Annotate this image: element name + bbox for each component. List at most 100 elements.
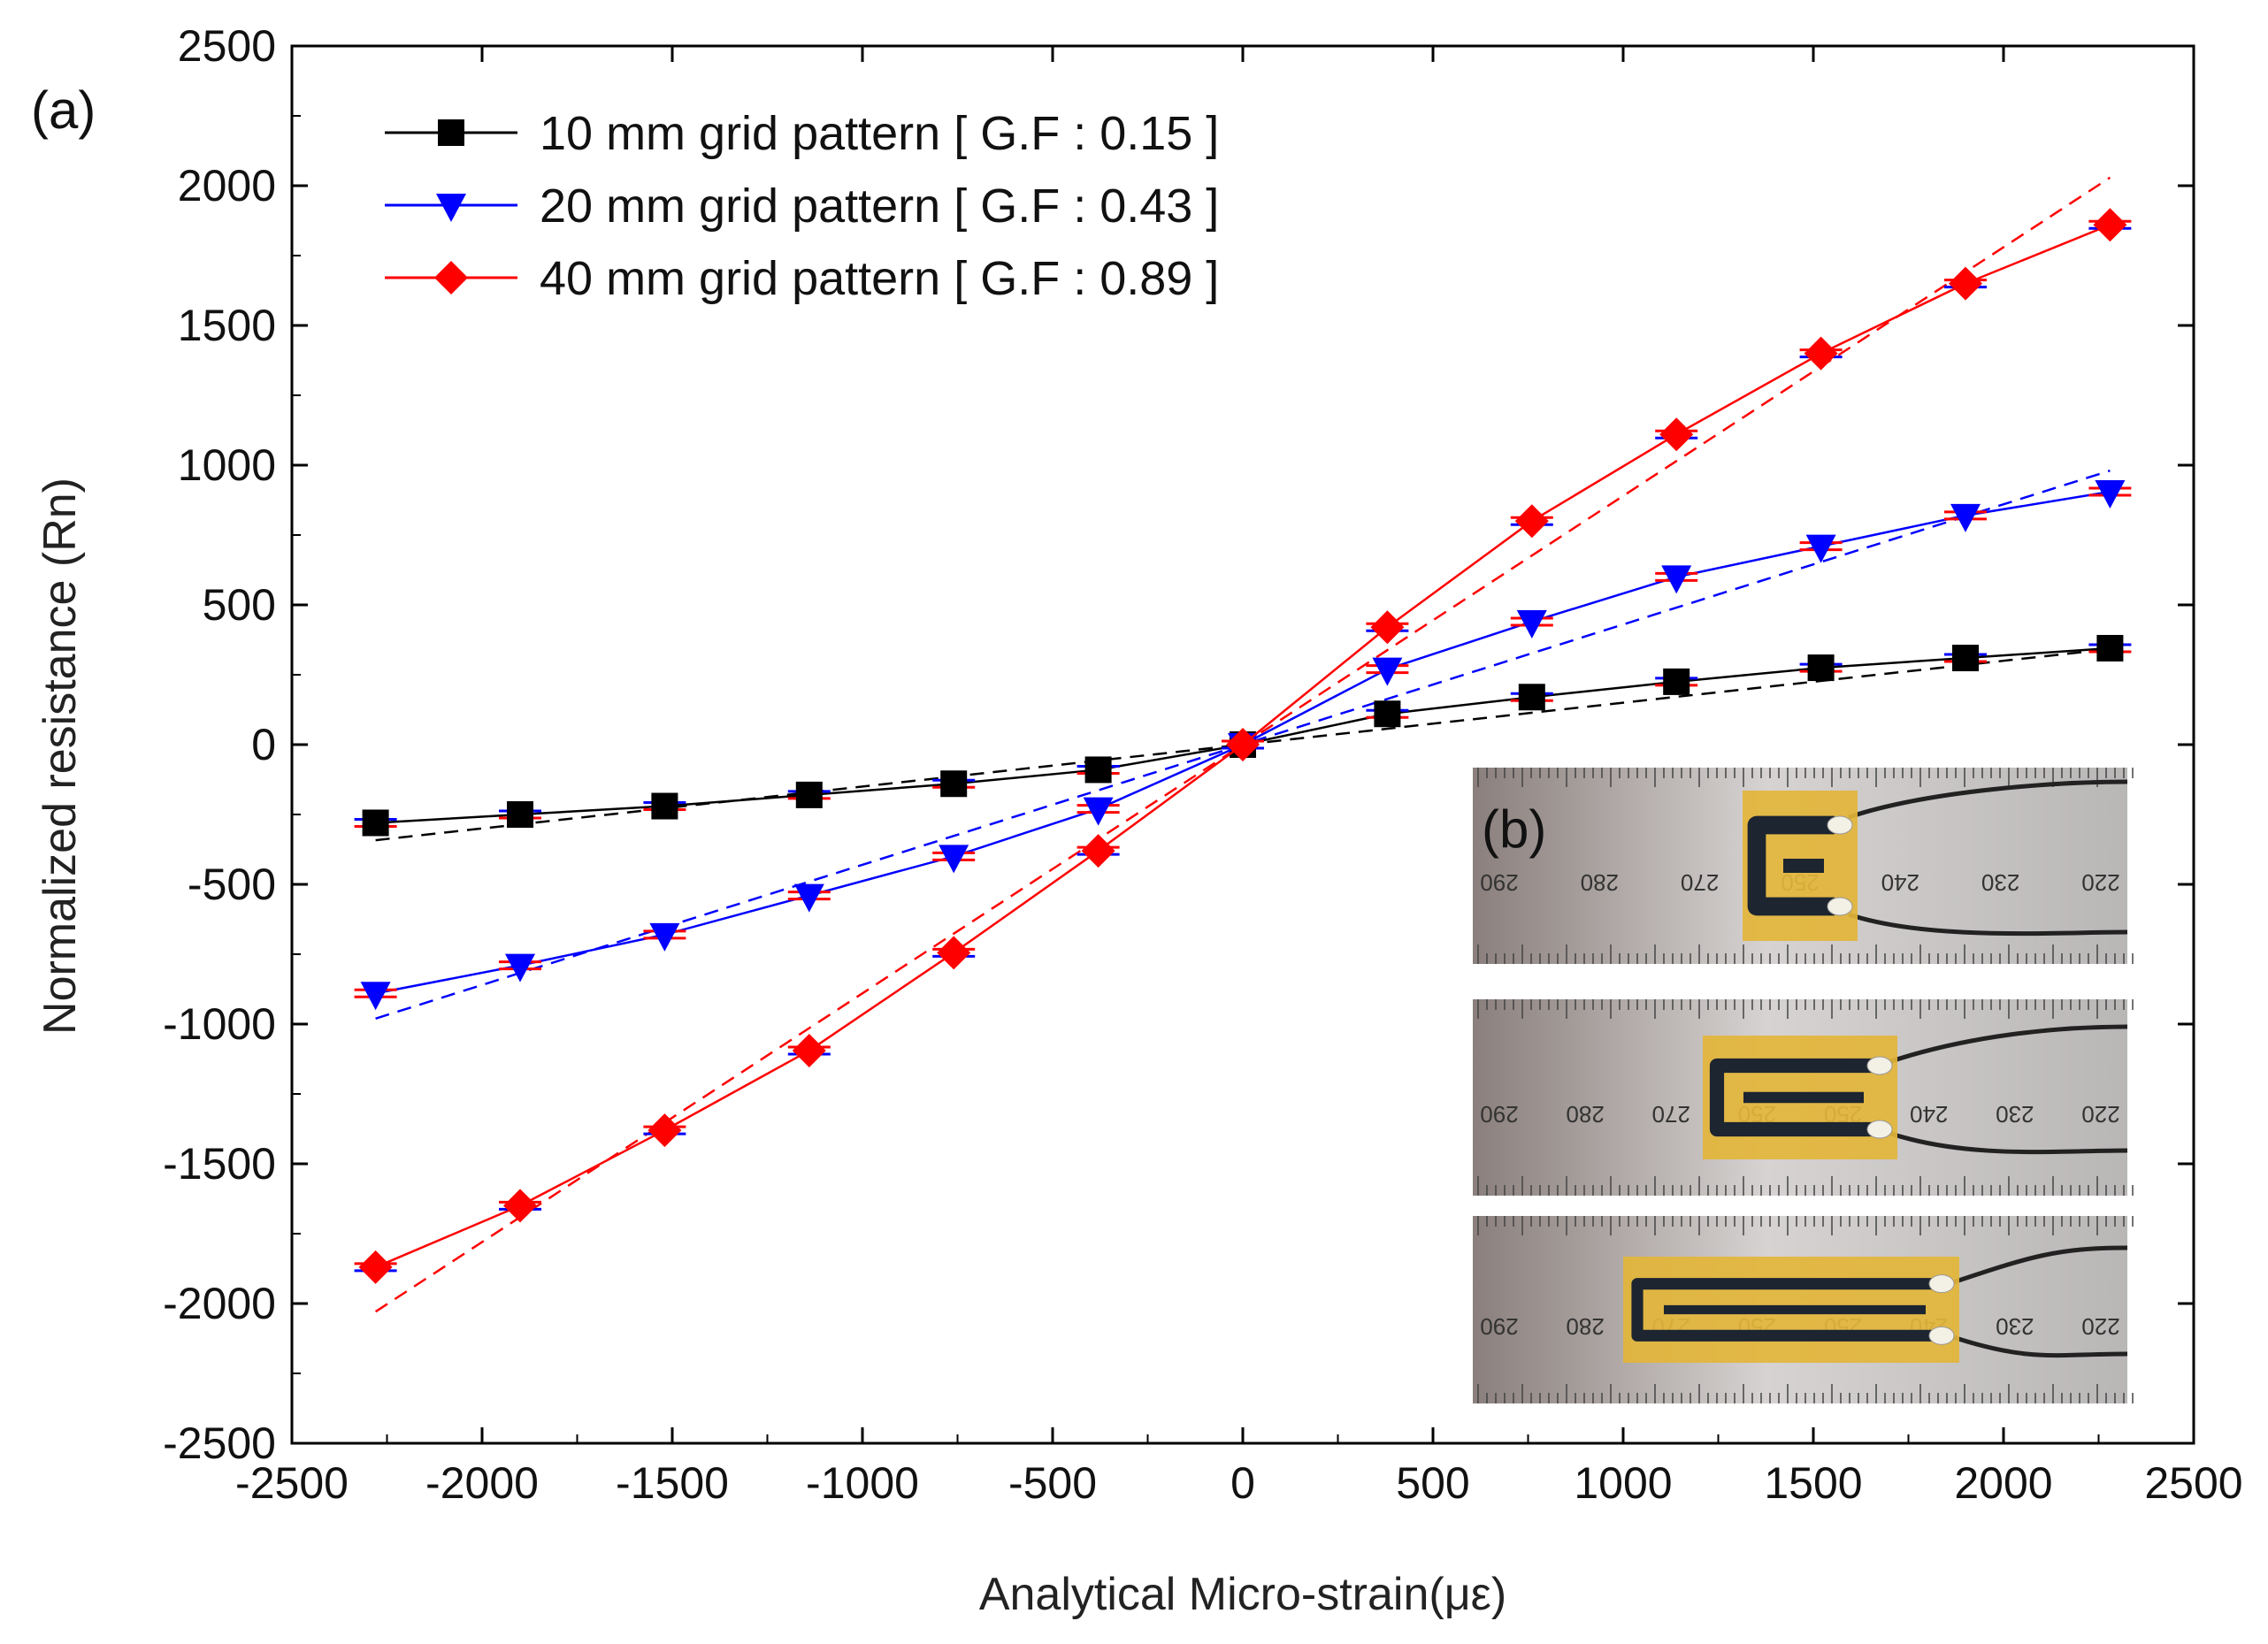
y-tick-label: -2000 bbox=[163, 1279, 276, 1328]
x-tick-label: 1500 bbox=[1764, 1458, 1862, 1508]
ruler-number: 230 bbox=[1981, 869, 2019, 896]
legend-marker bbox=[438, 119, 464, 146]
y-tick-label: -500 bbox=[188, 860, 276, 909]
data-point bbox=[1661, 565, 1692, 594]
lead-wire bbox=[1888, 1130, 2128, 1155]
ruler-number: 230 bbox=[1996, 1313, 2034, 1340]
data-point bbox=[1516, 609, 1547, 638]
ruler-number: 270 bbox=[1681, 869, 1719, 896]
legend-label: 20 mm grid pattern [ G.F : 0.43 ] bbox=[540, 180, 1219, 233]
y-tick-label: 1000 bbox=[178, 440, 276, 490]
data-point bbox=[1949, 266, 1982, 301]
lead-wire bbox=[1950, 1245, 2128, 1286]
data-point bbox=[2093, 208, 2127, 242]
y-tick-label: 1500 bbox=[178, 301, 276, 350]
panel-label-a: (a) bbox=[31, 80, 96, 140]
inset-photo-b: 2902802702502402302202902802702502502402… bbox=[1473, 768, 2134, 1403]
legend-marker bbox=[434, 261, 468, 294]
legend-label: 40 mm grid pattern [ G.F : 0.89 ] bbox=[540, 252, 1219, 305]
inset-panel-2: 290280270250250240230220 bbox=[1473, 999, 2134, 1196]
data-point bbox=[1952, 645, 1979, 672]
ruler-number: 290 bbox=[1480, 1313, 1518, 1340]
data-point bbox=[503, 1189, 537, 1223]
ruler-number: 280 bbox=[1566, 1313, 1604, 1340]
ruler-number: 280 bbox=[1581, 869, 1619, 896]
data-point bbox=[795, 781, 823, 808]
solder-pad bbox=[1866, 1120, 1893, 1139]
legend: 10 mm grid pattern [ G.F : 0.15 ] 20 mm g… bbox=[385, 107, 1219, 305]
x-tick-label: 2000 bbox=[1954, 1458, 2052, 1508]
data-point bbox=[649, 922, 680, 952]
solder-pad bbox=[1928, 1274, 1955, 1294]
data-point bbox=[1659, 417, 1694, 452]
solder-pad bbox=[1827, 815, 1853, 835]
axes-ticks: -2500 -2000 -1500 -1000 -500 0 500 1000 1500 2000… bbox=[163, 21, 2243, 1508]
data-point bbox=[358, 1250, 393, 1284]
x-tick-label: -1500 bbox=[616, 1458, 729, 1508]
ruler-number: 280 bbox=[1566, 1101, 1604, 1128]
y-tick-label: 0 bbox=[251, 720, 276, 769]
data-point bbox=[1807, 654, 1835, 682]
series-3 bbox=[354, 208, 2132, 1284]
data-point bbox=[792, 1034, 826, 1068]
ruler-number: 270 bbox=[1652, 1101, 1690, 1128]
y-tick-label: -1000 bbox=[163, 999, 276, 1049]
data-point bbox=[793, 883, 824, 913]
legend-marker bbox=[436, 194, 466, 222]
solder-pad bbox=[1827, 897, 1853, 916]
data-point bbox=[940, 770, 968, 798]
data-point bbox=[937, 936, 971, 970]
inset-panel-1: 290280270250240230220 bbox=[1473, 768, 2134, 964]
x-tick-label: 1000 bbox=[1574, 1458, 1672, 1508]
data-point bbox=[362, 809, 389, 837]
y-tick-label: -1500 bbox=[163, 1139, 276, 1189]
data-point bbox=[2096, 634, 2124, 661]
lead-wire bbox=[1848, 912, 2128, 937]
data-point bbox=[1518, 684, 1545, 711]
series-layer bbox=[354, 208, 2132, 1284]
x-tick-label: -500 bbox=[1008, 1458, 1097, 1508]
data-point bbox=[360, 982, 391, 1011]
y-tick-label: 2000 bbox=[178, 161, 276, 210]
ruler-number: 240 bbox=[1910, 1101, 1948, 1128]
x-tick-label: -1000 bbox=[806, 1458, 919, 1508]
data-point bbox=[1950, 503, 1981, 532]
data-point bbox=[1226, 728, 1260, 761]
data-point bbox=[507, 801, 533, 828]
data-point bbox=[505, 953, 535, 983]
data-point bbox=[1081, 834, 1115, 868]
ruler-number: 230 bbox=[1996, 1101, 2034, 1128]
y-tick-label: 500 bbox=[203, 580, 276, 630]
sensor-grid-trace bbox=[1747, 815, 1835, 916]
sensor-grid-trace bbox=[1631, 1278, 1936, 1342]
legend-label: 10 mm grid pattern [ G.F : 0.15 ] bbox=[540, 107, 1219, 160]
inset-panel-3: 290280270250250240230220 bbox=[1473, 1216, 2134, 1403]
data-point bbox=[1514, 504, 1549, 539]
y-tick-label: -2500 bbox=[163, 1418, 276, 1468]
data-point bbox=[647, 1113, 682, 1148]
data-point bbox=[1804, 336, 1838, 371]
ruler-number: 240 bbox=[1881, 869, 1919, 896]
data-point bbox=[939, 845, 969, 874]
lead-wire bbox=[1950, 1334, 2128, 1358]
y-tick-label: 2500 bbox=[178, 21, 276, 71]
x-tick-label: 500 bbox=[1396, 1458, 1469, 1508]
panel-label-b: (b) bbox=[1482, 799, 1546, 859]
sensor-grid-trace bbox=[1709, 1058, 1874, 1137]
data-point bbox=[1374, 700, 1401, 728]
solder-pad bbox=[1928, 1326, 1955, 1345]
x-tick-label: -2500 bbox=[235, 1458, 349, 1508]
data-point bbox=[1663, 668, 1690, 695]
ruler-number: 220 bbox=[2081, 1313, 2119, 1340]
solder-pad bbox=[1866, 1056, 1893, 1075]
ruler-number: 220 bbox=[2081, 1101, 2119, 1128]
x-axis-title: Analytical Micro-strain(με) bbox=[979, 1569, 1506, 1620]
ruler-number: 290 bbox=[1480, 1101, 1518, 1128]
data-point bbox=[651, 792, 678, 820]
x-tick-label: -2000 bbox=[425, 1458, 539, 1508]
data-point bbox=[1372, 657, 1403, 686]
ruler-number: 220 bbox=[2081, 869, 2119, 896]
ruler-number: 290 bbox=[1480, 869, 1518, 896]
lead-wire bbox=[1888, 1024, 2128, 1065]
